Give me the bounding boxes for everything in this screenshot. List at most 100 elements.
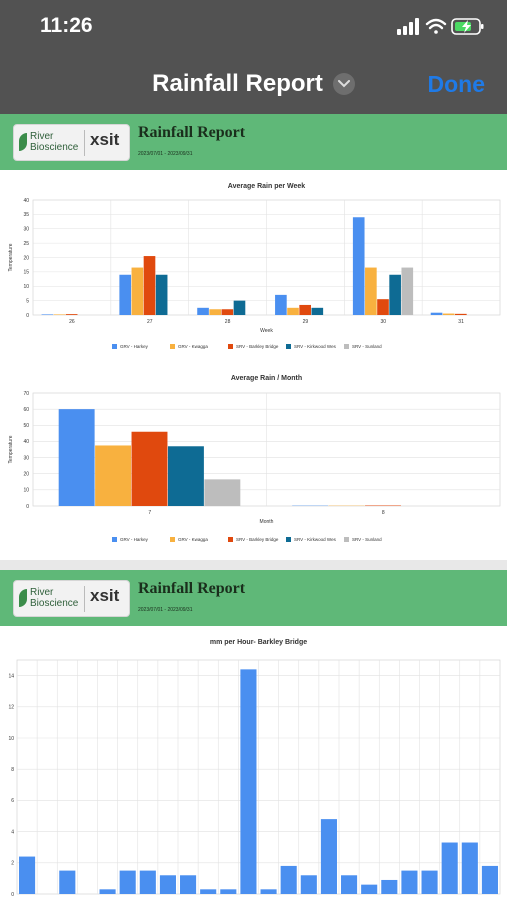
bar	[221, 309, 234, 315]
company-logo: River Bioscience xsit	[13, 580, 130, 617]
bar	[59, 870, 76, 894]
y-tick-label: 2	[11, 861, 14, 867]
bar	[280, 865, 297, 894]
nav-title-wrap: Rainfall Report	[0, 70, 507, 98]
legend-label: SRV - Barkley Bridge	[236, 344, 279, 349]
bar	[155, 274, 168, 315]
nav-title-button[interactable]: Rainfall Report	[152, 70, 355, 98]
status-icons	[397, 16, 487, 38]
bar	[233, 300, 246, 315]
nav-title: Rainfall Report	[152, 70, 323, 97]
x-tick-label: 7	[148, 510, 151, 516]
bar	[19, 856, 36, 894]
y-tick-label: 12	[8, 705, 14, 711]
y-axis-label: Temperature	[8, 243, 14, 271]
report-title: Rainfall Report	[138, 124, 246, 141]
leaf-icon	[19, 589, 27, 607]
report-header-page2: River Bioscience xsit Rainfall Report 20…	[0, 570, 507, 626]
leaf-icon	[19, 133, 27, 151]
y-tick-label: 10	[8, 736, 14, 742]
x-tick-label: 27	[147, 319, 153, 325]
bar	[311, 307, 324, 315]
legend-swatch	[228, 537, 233, 542]
bar	[58, 409, 95, 506]
chart-rain-per-week: Average Rain per Week 0 5 10 15 20 25 30 35 40 26 2…	[0, 174, 507, 364]
bar	[481, 865, 498, 894]
bar	[287, 307, 299, 315]
y-tick-label: 30	[23, 455, 29, 461]
x-tick-label: 31	[458, 319, 464, 325]
bar	[365, 267, 377, 315]
bar	[95, 445, 132, 506]
legend-label: GRV - Harkey	[120, 537, 149, 542]
bar	[131, 431, 168, 506]
bar	[299, 304, 311, 315]
legend-swatch	[112, 537, 117, 542]
battery-charging-icon	[451, 18, 484, 35]
bar	[260, 889, 277, 894]
bar	[200, 889, 217, 894]
bar	[240, 669, 257, 894]
y-tick-label: 6	[11, 798, 14, 804]
bar	[341, 875, 358, 894]
legend-swatch	[344, 344, 349, 349]
y-tick-label: 40	[23, 439, 29, 445]
bar	[441, 842, 458, 894]
chart-title: Average Rain per Week	[228, 183, 306, 190]
y-tick-label: 10	[23, 284, 29, 290]
nav-bar: Rainfall Report Done	[0, 56, 507, 114]
bar	[180, 875, 197, 894]
bar	[430, 312, 443, 315]
y-tick-label: 8	[11, 767, 14, 773]
y-tick-label: 4	[11, 829, 14, 835]
company-logo: River Bioscience xsit	[13, 124, 130, 161]
chart-title: mm per Hour- Barkley Bridge	[210, 639, 307, 646]
y-tick-label: 14	[8, 673, 14, 679]
bar	[275, 294, 287, 315]
y-tick-label: 35	[23, 212, 29, 218]
bar	[442, 313, 455, 315]
legend-label: GRV - Harkey	[120, 344, 149, 349]
legend-swatch	[112, 344, 117, 349]
bar	[119, 870, 136, 894]
legend-label: SRV - Kirkwood Wes	[294, 537, 337, 542]
y-tick-label: 60	[23, 407, 29, 413]
bar	[41, 314, 54, 315]
legend-swatch	[170, 537, 175, 542]
legend-label: GRV - Kwagga	[178, 344, 208, 349]
x-tick-label: 26	[69, 319, 75, 325]
y-tick-label: 70	[23, 391, 29, 397]
bar	[65, 314, 78, 315]
bar	[220, 889, 237, 894]
legend-swatch	[286, 344, 291, 349]
y-tick-label: 15	[23, 270, 29, 276]
done-button[interactable]: Done	[427, 71, 486, 97]
bar	[455, 313, 467, 315]
x-tick-label: 29	[303, 319, 309, 325]
y-tick-label: 0	[26, 313, 29, 319]
bar	[197, 307, 209, 315]
y-tick-label: 30	[23, 227, 29, 233]
bar	[167, 446, 204, 506]
y-axis-label: Temperature	[8, 435, 14, 463]
logo-divider	[84, 586, 85, 612]
logo-text-left: River Bioscience	[30, 587, 78, 609]
legend-label: SRV - Sunland	[352, 537, 382, 542]
bar	[377, 299, 389, 315]
bar	[204, 479, 241, 506]
report-title: Rainfall Report	[138, 580, 246, 597]
chart-mm-per-hour: mm per Hour- Barkley Bridge 0 2 4 6 8 10 12 14	[0, 632, 507, 900]
legend-label: SRV - Barkley Bridge	[236, 537, 279, 542]
logo-line1: River	[30, 131, 54, 142]
report-document: River Bioscience xsit Rainfall Report 20…	[0, 114, 507, 900]
bar	[401, 870, 418, 894]
chevron-down-icon	[332, 73, 355, 95]
logo-line2: Bioscience	[30, 142, 79, 153]
bar	[300, 875, 317, 894]
legend-label: GRV - Kwagga	[178, 537, 208, 542]
y-tick-label: 25	[23, 241, 29, 247]
bar	[53, 314, 66, 315]
bar	[159, 875, 176, 894]
x-tick-label: 28	[225, 319, 231, 325]
report-date-range: 2023/07/01 - 2023/09/31	[138, 607, 193, 613]
